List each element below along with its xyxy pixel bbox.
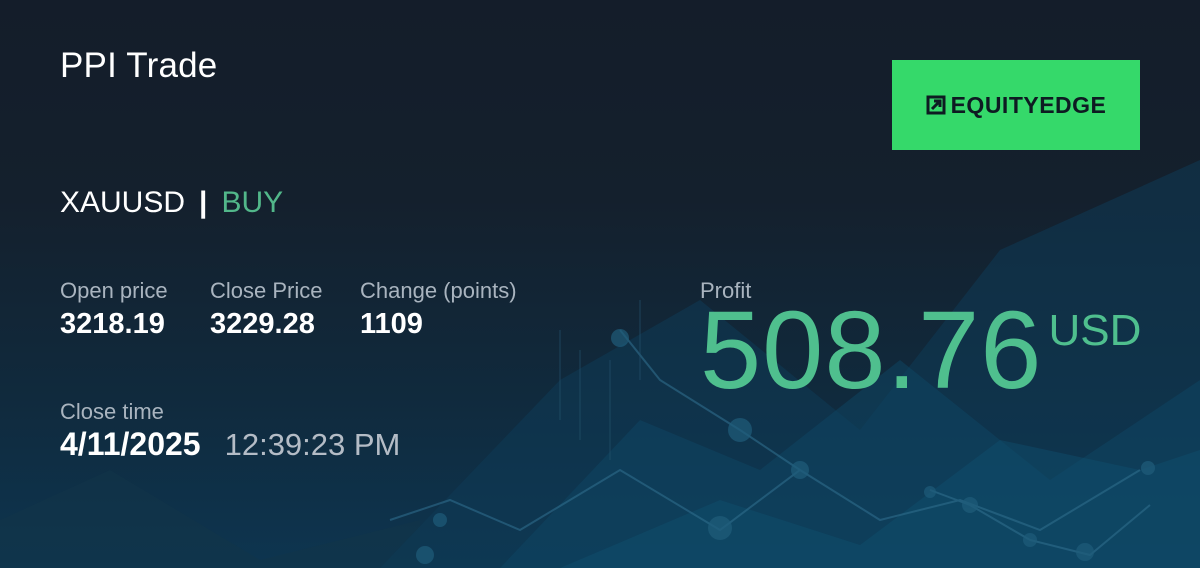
page-title: PPI Trade xyxy=(60,46,218,85)
close-time-stat: Close time xyxy=(60,399,164,425)
close-price-value: 3229.28 xyxy=(210,308,315,340)
separator: | xyxy=(199,186,208,219)
profit-label: Profit xyxy=(700,278,752,303)
open-price-stat: Open price 3218.19 xyxy=(60,278,168,341)
profit-value: 508.76 USD xyxy=(700,296,1141,406)
trade-side: BUY xyxy=(221,186,284,219)
change-stat: Change (points) 1109 xyxy=(360,278,517,341)
arrow-box-icon xyxy=(926,95,946,115)
open-price-value: 3218.19 xyxy=(60,308,165,340)
symbol: XAUUSD xyxy=(60,186,186,219)
close-price-label: Close Price xyxy=(210,278,323,303)
change-value: 1109 xyxy=(360,308,423,340)
close-time-value: 4/11/2025 12:39:23 PM xyxy=(60,426,400,463)
logo-text: EQUITYEDGE xyxy=(950,91,1107,118)
open-price-label: Open price xyxy=(60,278,168,303)
close-date: 4/11/2025 xyxy=(60,426,201,462)
instrument-line: XAUUSD | BUY xyxy=(60,186,283,220)
equityedge-logo: EQUITYEDGE xyxy=(892,60,1140,150)
profit-amount: 508.76 xyxy=(700,289,1043,412)
close-clock: 12:39:23 PM xyxy=(224,427,401,462)
change-label: Change (points) xyxy=(360,278,517,303)
close-time-label: Close time xyxy=(60,399,164,424)
profit-currency: USD xyxy=(1048,306,1142,355)
close-price-stat: Close Price 3229.28 xyxy=(210,278,322,341)
